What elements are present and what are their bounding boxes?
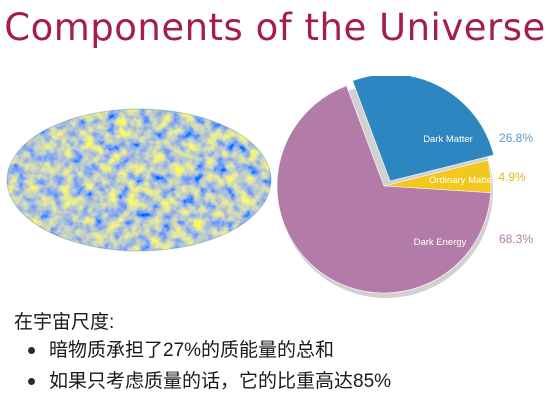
bullet-dot-icon [28, 347, 35, 354]
pie-labels: Dark Matter 26.8% Ordinary Matter 4.9% Dark … [414, 131, 534, 248]
dark-matter-slice [352, 76, 495, 182]
bullet-item-2: 如果只考虑质量的话，它的比重高达85% [28, 366, 542, 397]
ordinary-matter-label: Ordinary Matter [429, 175, 495, 186]
bullet-dot-icon [28, 378, 35, 385]
dark-matter-label: Dark Matter [423, 134, 473, 145]
components-pie-chart: Dark Matter 26.8% Ordinary Matter 4.9% Dark … [276, 76, 534, 298]
body-intro: 在宇宙尺度: [14, 312, 115, 333]
ordinary-matter-percent-label: 4.9% [498, 170, 526, 184]
pie-slices [276, 76, 495, 294]
bullet-item-1: 暗物质承担了27%的质能量的总和 [28, 335, 542, 366]
bullet-text-1: 暗物质承担了27%的质能量的总和 [49, 340, 335, 361]
bullet-text-2: 如果只考虑质量的话，它的比重高达85% [49, 371, 392, 392]
dark-energy-slice [276, 85, 492, 294]
dark-energy-label: Dark Energy [414, 237, 467, 248]
slide-body: 在宇宙尺度: 暗物质承担了27%的质能量的总和 如果只考虑质量的话，它的比重高达… [12, 311, 542, 397]
dark-matter-percent-label: 26.8% [499, 131, 533, 145]
slide-title: Components of the Universe [4, 6, 546, 49]
cmb-sky-map-image [6, 108, 272, 252]
dark-energy-percent-label: 68.3% [499, 232, 533, 246]
